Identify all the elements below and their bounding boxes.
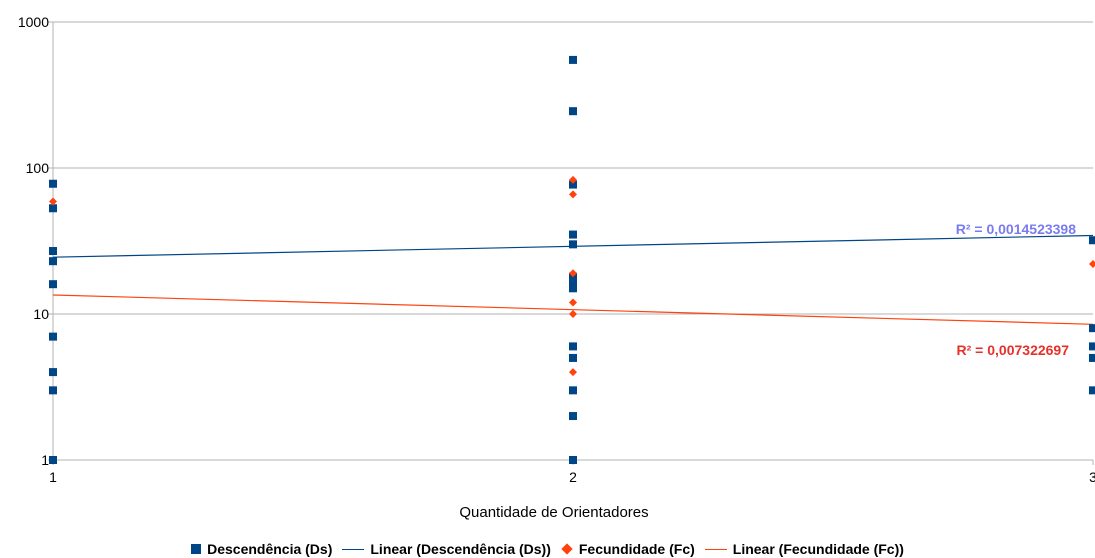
data-point-square bbox=[49, 386, 57, 395]
data-point-square bbox=[1089, 236, 1095, 245]
data-point-diamond bbox=[569, 175, 577, 184]
data-point-diamond bbox=[49, 197, 57, 206]
data-point-square bbox=[569, 353, 577, 362]
data-point-square bbox=[569, 284, 577, 293]
data-point-square bbox=[569, 342, 577, 351]
tick-labels: 1 10 100 1000 1 2 3 bbox=[18, 14, 1095, 485]
y-tick-label: 1 bbox=[41, 452, 49, 468]
data-point-square bbox=[49, 280, 57, 289]
legend-item-descendencia: Descendência (Ds) bbox=[191, 541, 332, 557]
data-point-square bbox=[49, 257, 57, 266]
data-point-diamond bbox=[569, 368, 577, 377]
data-point-square bbox=[49, 456, 57, 464]
legend-square-marker-icon bbox=[191, 544, 202, 554]
data-point-square bbox=[569, 230, 577, 239]
data-point-diamond bbox=[569, 190, 577, 199]
data-point-diamond bbox=[569, 298, 577, 307]
r2-label: R² = 0,007322697 bbox=[957, 342, 1070, 358]
legend-label: Linear (Fecundidade (Fc)) bbox=[732, 541, 904, 557]
y-tick-label: 100 bbox=[26, 160, 50, 176]
x-tick-label: 3 bbox=[1089, 469, 1095, 485]
data-point-diamond bbox=[1089, 260, 1095, 269]
x-tick-label: 1 bbox=[49, 469, 57, 485]
legend: Descendência (Ds) Linear (Descendência (… bbox=[0, 540, 1095, 558]
y-tick-label: 10 bbox=[33, 306, 49, 322]
trendline bbox=[52, 294, 1094, 325]
data-point-square bbox=[49, 247, 57, 256]
data-point-square bbox=[49, 204, 57, 213]
legend-item-linear-descendencia: Linear (Descendência (Ds)) bbox=[342, 541, 551, 557]
data-point-square bbox=[569, 107, 577, 116]
data-point-square bbox=[569, 180, 577, 189]
data-points bbox=[49, 55, 1095, 464]
y-tick-label: 1000 bbox=[18, 14, 49, 30]
data-point-square bbox=[1089, 342, 1095, 351]
data-point-square bbox=[1089, 324, 1095, 333]
legend-diamond-marker-icon bbox=[561, 543, 573, 555]
data-point-diamond bbox=[569, 269, 577, 278]
legend-label: Descendência (Ds) bbox=[207, 541, 333, 557]
legend-line-marker-icon bbox=[704, 548, 727, 550]
data-point-square bbox=[569, 55, 577, 64]
data-point-square bbox=[569, 386, 577, 395]
data-point-square bbox=[569, 280, 577, 289]
data-point-square bbox=[1089, 386, 1095, 395]
legend-item-linear-fecundidade: Linear (Fecundidade (Fc)) bbox=[704, 541, 904, 557]
legend-item-fecundidade: Fecundidade (Fc) bbox=[561, 541, 695, 557]
x-axis-label: Quantidade de Orientadores bbox=[459, 504, 648, 521]
legend-label: Linear (Descendência (Ds)) bbox=[370, 541, 551, 557]
r2-labels: R² = 0,0014523398 R² = 0,007322697 bbox=[956, 221, 1076, 358]
data-point-square bbox=[569, 412, 577, 421]
data-point-diamond bbox=[569, 310, 577, 318]
data-point-square bbox=[569, 240, 577, 249]
data-point-square bbox=[49, 368, 57, 377]
r2-label: R² = 0,0014523398 bbox=[956, 221, 1076, 237]
data-point-square bbox=[49, 179, 57, 188]
data-point-square bbox=[49, 332, 57, 341]
legend-label: Fecundidade (Fc) bbox=[578, 541, 695, 557]
data-point-square bbox=[569, 456, 577, 464]
data-point-square bbox=[1089, 353, 1095, 362]
x-tick-label: 2 bbox=[569, 469, 577, 485]
legend-line-marker-icon bbox=[342, 548, 365, 550]
